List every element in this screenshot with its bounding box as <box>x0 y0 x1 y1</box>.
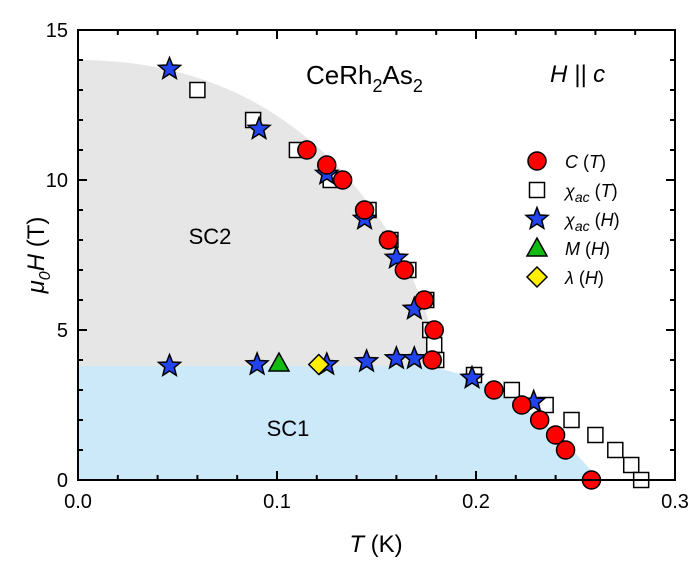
axis-ticks: 0.0 0.1 0.2 0.3 0 5 10 15 <box>46 20 689 513</box>
compound-label: CeRh2As2 <box>306 60 423 96</box>
plot-frame <box>77 29 676 481</box>
data-point-square <box>503 381 521 399</box>
data-point-circle <box>422 350 442 370</box>
legend: C (T) χac (T) χac (H) M (H) λ (H) <box>524 151 620 289</box>
data-point-circle <box>378 230 399 250</box>
data-point-star <box>244 350 270 376</box>
data-point-circle <box>317 155 337 175</box>
phase-regions <box>78 60 600 480</box>
legend-marker-circle <box>527 151 547 171</box>
data-point-circle <box>424 320 444 340</box>
data-point-circle <box>332 170 353 190</box>
data-point-star <box>459 364 485 389</box>
y-tick-label: 0 <box>57 470 68 492</box>
data-point-circle <box>297 140 317 160</box>
x-tick-label: 0.2 <box>462 491 490 513</box>
y-axis-label: μ0H (T) <box>23 217 54 295</box>
x-tick-label: 0.1 <box>263 491 291 513</box>
data-point-circle <box>545 425 566 445</box>
region-label-sc2: SC2 <box>189 224 232 249</box>
legend-marker-diamond <box>525 265 549 289</box>
legend-label: λ (H) <box>564 268 604 288</box>
data-point-square <box>607 441 624 459</box>
data-point-star <box>353 347 380 373</box>
data-point-star <box>156 352 183 377</box>
data-point-star <box>156 55 183 80</box>
legend-marker-square <box>528 181 546 199</box>
x-axis-label: T (K) <box>349 531 402 558</box>
y-tick-label: 5 <box>57 320 68 342</box>
data-point-star <box>246 115 272 140</box>
x-tick-label: 0.3 <box>661 491 689 513</box>
legend-label: M (H) <box>565 239 610 259</box>
data-point-circle <box>414 290 435 310</box>
data-point-diamond <box>307 353 330 376</box>
legend-label: C (T) <box>565 152 606 172</box>
region-label-sc1: SC1 <box>267 416 310 441</box>
y-tick-label: 15 <box>46 20 68 42</box>
data-point-square <box>189 81 206 99</box>
y-tick-label: 10 <box>46 170 68 192</box>
data-points <box>156 55 650 490</box>
x-tick-label: 0.0 <box>64 491 92 513</box>
data-point-square <box>587 426 604 444</box>
sc1-region <box>78 366 600 480</box>
data-point-circle <box>394 260 415 280</box>
legend-marker-star <box>524 205 550 230</box>
data-point-circle <box>354 200 375 220</box>
legend-label: χac (H) <box>563 210 620 234</box>
data-point-star <box>401 344 428 370</box>
data-point-circle <box>555 440 576 460</box>
data-point-circle <box>512 395 532 415</box>
data-point-square <box>563 411 580 429</box>
data-point-circle <box>529 410 550 430</box>
legend-label: χac (T) <box>563 181 618 205</box>
legend-marker-triangle <box>525 236 549 257</box>
data-point-triangle <box>267 351 291 372</box>
field-direction-label: H || c <box>550 61 605 88</box>
data-point-circle <box>484 380 504 400</box>
data-point-square <box>622 456 640 474</box>
